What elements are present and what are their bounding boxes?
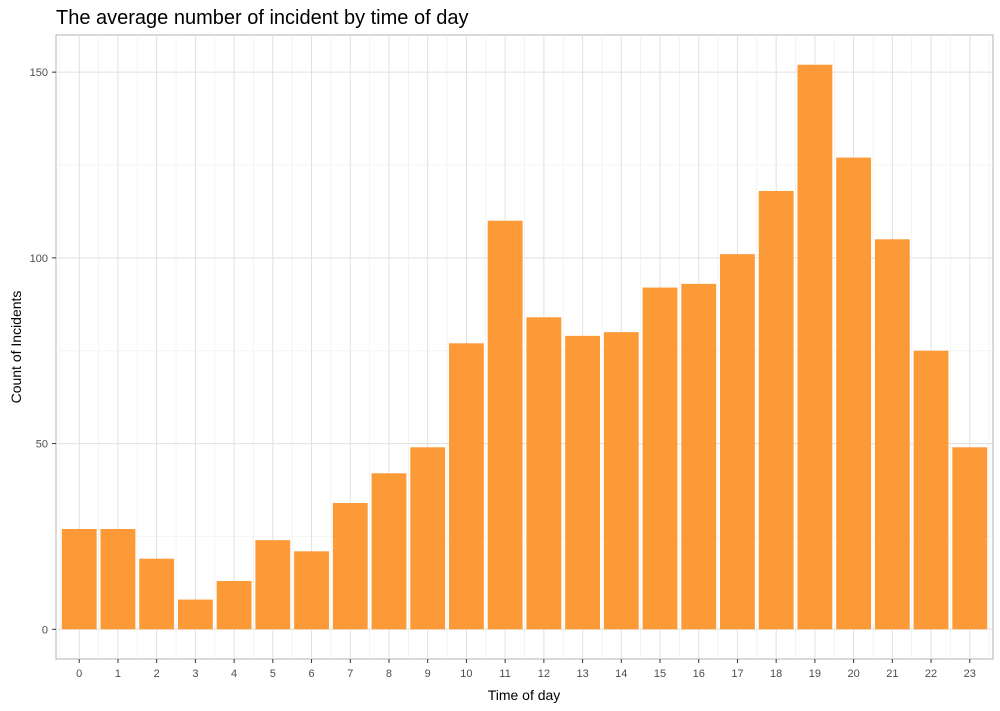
x-tick-label: 14 (615, 668, 627, 680)
bar-hour-21 (874, 239, 910, 630)
bar-hour-6 (294, 551, 329, 630)
x-tick-label: 6 (308, 668, 314, 680)
x-tick-label: 21 (886, 668, 898, 680)
bar-hour-12 (526, 317, 562, 630)
x-tick-label: 23 (964, 668, 976, 680)
y-tick-label: 50 (36, 439, 48, 451)
x-tick-label: 7 (347, 668, 353, 680)
y-tick-label: 100 (30, 253, 48, 265)
bar-hour-2 (139, 558, 175, 630)
x-tick-label: 19 (809, 668, 821, 680)
x-tick-label: 18 (770, 668, 782, 680)
bar-hour-16 (681, 283, 717, 630)
y-axis-title: Count of Incidents (8, 291, 24, 404)
x-tick-label: 10 (460, 668, 472, 680)
bar-hour-22 (913, 350, 949, 630)
bar-hour-15 (642, 287, 678, 630)
x-tick-label: 13 (576, 668, 588, 680)
bar-hour-20 (836, 157, 872, 630)
bar-hour-4 (216, 581, 252, 630)
x-tick-label: 20 (847, 668, 859, 680)
bar-hour-7 (332, 503, 368, 630)
x-tick-label: 22 (925, 668, 937, 680)
bar-hour-17 (720, 254, 755, 630)
bars (61, 64, 988, 630)
bar-hour-9 (410, 447, 446, 630)
bar-hour-23 (952, 447, 988, 630)
bar-hour-13 (565, 335, 601, 630)
x-tick-label: 12 (538, 668, 550, 680)
bar-hour-3 (177, 599, 213, 630)
bar-hour-8 (371, 473, 407, 630)
x-tick-label: 1 (115, 668, 121, 680)
x-tick-label: 9 (425, 668, 431, 680)
x-axis: 0 1 2 3 4 5 6 7 8 9 10 11 12 13 14 15 16 17 18 19 20 21 22 23 (76, 659, 976, 680)
y-tick-label: 0 (42, 624, 48, 636)
x-tick-label: 4 (231, 668, 237, 680)
x-tick-label: 8 (386, 668, 392, 680)
x-tick-label: 5 (270, 668, 276, 680)
x-axis-title: Time of day (488, 687, 561, 703)
bar-hour-5 (255, 540, 291, 630)
x-tick-label: 3 (192, 668, 198, 680)
x-tick-label: 17 (731, 668, 743, 680)
x-tick-label: 2 (154, 668, 160, 680)
x-tick-label: 15 (654, 668, 666, 680)
bar-hour-14 (603, 332, 639, 630)
x-tick-label: 0 (76, 668, 82, 680)
bar-hour-11 (487, 220, 523, 630)
bar-hour-18 (758, 191, 794, 630)
bar-hour-10 (448, 343, 484, 630)
bar-hour-19 (797, 64, 833, 630)
bar-hour-0 (61, 529, 97, 630)
chart-title: The average number of incident by time o… (56, 7, 468, 29)
bar-hour-1 (100, 529, 136, 630)
x-tick-label: 16 (693, 668, 705, 680)
y-tick-label: 150 (30, 67, 48, 79)
y-axis: 0 50 100 150 (30, 67, 56, 636)
x-tick-label: 11 (499, 668, 510, 680)
